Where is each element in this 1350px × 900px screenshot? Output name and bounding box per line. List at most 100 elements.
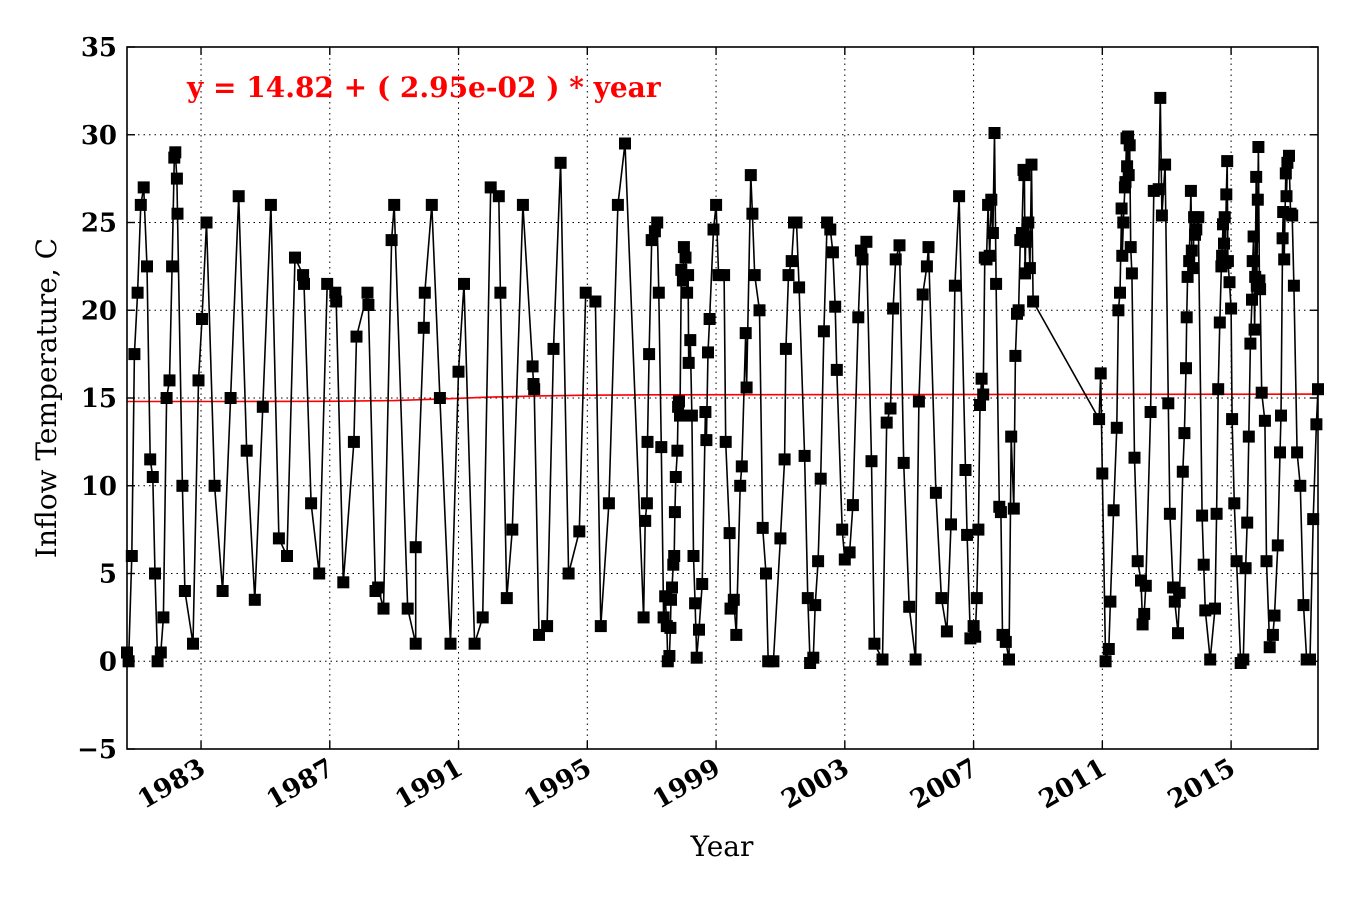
data-point-marker — [1023, 262, 1036, 275]
data-point-marker — [734, 479, 747, 492]
y-tick-label: 10 — [81, 472, 117, 502]
data-point-marker — [690, 651, 703, 664]
data-point-marker — [1237, 653, 1250, 666]
x-axis-title: Year — [690, 830, 754, 863]
data-point-marker — [935, 592, 948, 605]
data-point-marker — [232, 190, 245, 203]
data-point-marker — [1131, 555, 1144, 568]
data-point-marker — [1225, 302, 1238, 315]
data-point-marker — [1152, 183, 1165, 196]
data-point-marker — [1252, 141, 1265, 153]
data-point-marker — [916, 288, 929, 301]
data-point-marker — [1185, 244, 1198, 257]
data-point-marker — [1228, 497, 1241, 510]
data-point-marker — [579, 286, 592, 299]
data-point-marker — [929, 486, 942, 499]
data-point-marker — [746, 207, 759, 220]
data-point-marker — [305, 497, 318, 510]
data-point-marker — [748, 269, 761, 282]
data-point-marker — [1124, 241, 1137, 254]
data-point-marker — [160, 392, 173, 404]
data-point-marker — [974, 399, 986, 411]
data-point-marker — [1020, 230, 1033, 243]
data-point-marker — [1115, 202, 1128, 215]
data-point-marker — [846, 499, 859, 512]
data-point-marker — [651, 216, 664, 229]
data-point-marker — [1136, 618, 1149, 631]
data-point-marker — [814, 472, 827, 485]
data-point-marker — [1251, 193, 1264, 206]
data-point-marker — [1122, 169, 1135, 182]
data-point-marker — [756, 521, 769, 534]
data-point-marker — [679, 251, 692, 264]
data-point-marker — [196, 313, 208, 325]
data-point-marker — [594, 620, 607, 633]
data-point-marker — [696, 578, 709, 590]
data-point-marker — [1125, 267, 1138, 280]
data-point-marker — [1184, 184, 1197, 197]
data-point-marker — [664, 621, 677, 634]
data-point-marker — [500, 592, 513, 605]
data-point-marker — [458, 277, 470, 290]
data-point-marker — [986, 227, 999, 239]
data-point-marker — [807, 651, 820, 664]
data-point-marker — [170, 172, 183, 185]
data-point-marker — [637, 611, 650, 624]
data-point-marker — [967, 620, 980, 633]
data-point-marker — [272, 532, 285, 545]
data-point-marker — [1005, 430, 1018, 443]
data-point-marker — [1123, 139, 1136, 152]
data-point-marker — [1180, 311, 1193, 324]
data-point-marker — [687, 550, 700, 562]
data-point-marker — [141, 260, 153, 273]
data-point-marker — [884, 402, 897, 415]
data-point-marker — [969, 630, 982, 643]
data-point-marker — [959, 464, 972, 476]
data-point-marker — [385, 234, 398, 247]
data-point-marker — [444, 637, 457, 650]
data-point-marker — [1304, 653, 1316, 666]
data-point-marker — [178, 585, 191, 597]
data-point-marker — [710, 198, 723, 211]
axis-ticks — [127, 46, 1318, 750]
data-point-marker — [739, 327, 752, 340]
data-point-marker — [1297, 599, 1310, 612]
data-point-marker — [1155, 209, 1168, 222]
data-point-marker — [1287, 279, 1300, 292]
data-point-marker — [700, 434, 713, 447]
data-point-marker — [1192, 211, 1205, 224]
data-point-marker — [1278, 253, 1291, 266]
data-point-marker — [668, 506, 681, 519]
series-layer — [121, 91, 1324, 669]
data-point-marker — [972, 523, 985, 536]
data-point-marker — [684, 334, 697, 347]
data-point-marker — [682, 356, 695, 369]
data-point-marker — [1162, 397, 1175, 410]
data-point-marker — [264, 198, 277, 211]
data-point-marker — [1291, 446, 1304, 459]
data-point-marker — [1116, 249, 1129, 262]
data-point-marker — [994, 506, 1007, 519]
data-point-marker — [767, 655, 780, 668]
data-point-marker — [1178, 427, 1191, 440]
data-point-marker — [149, 567, 161, 580]
data-point-marker — [674, 409, 686, 422]
data-point-marker — [166, 260, 179, 273]
data-point-marker — [146, 471, 159, 483]
data-point-marker — [157, 611, 170, 624]
data-point-marker — [948, 279, 961, 292]
data-point-marker — [1266, 628, 1279, 641]
data-point-marker — [723, 527, 736, 540]
data-point-marker — [1244, 337, 1257, 350]
data-point-marker — [707, 223, 720, 236]
data-point-marker — [1221, 155, 1234, 168]
data-point-marker — [868, 637, 881, 650]
data-point-marker — [131, 286, 144, 299]
data-point-marker — [1009, 349, 1022, 362]
data-point-marker — [377, 602, 390, 615]
data-point-marker — [689, 597, 702, 610]
data-point-marker — [1180, 362, 1192, 375]
y-tick-label: 30 — [81, 121, 117, 151]
data-point-marker — [652, 286, 665, 299]
data-point-marker — [163, 374, 176, 387]
